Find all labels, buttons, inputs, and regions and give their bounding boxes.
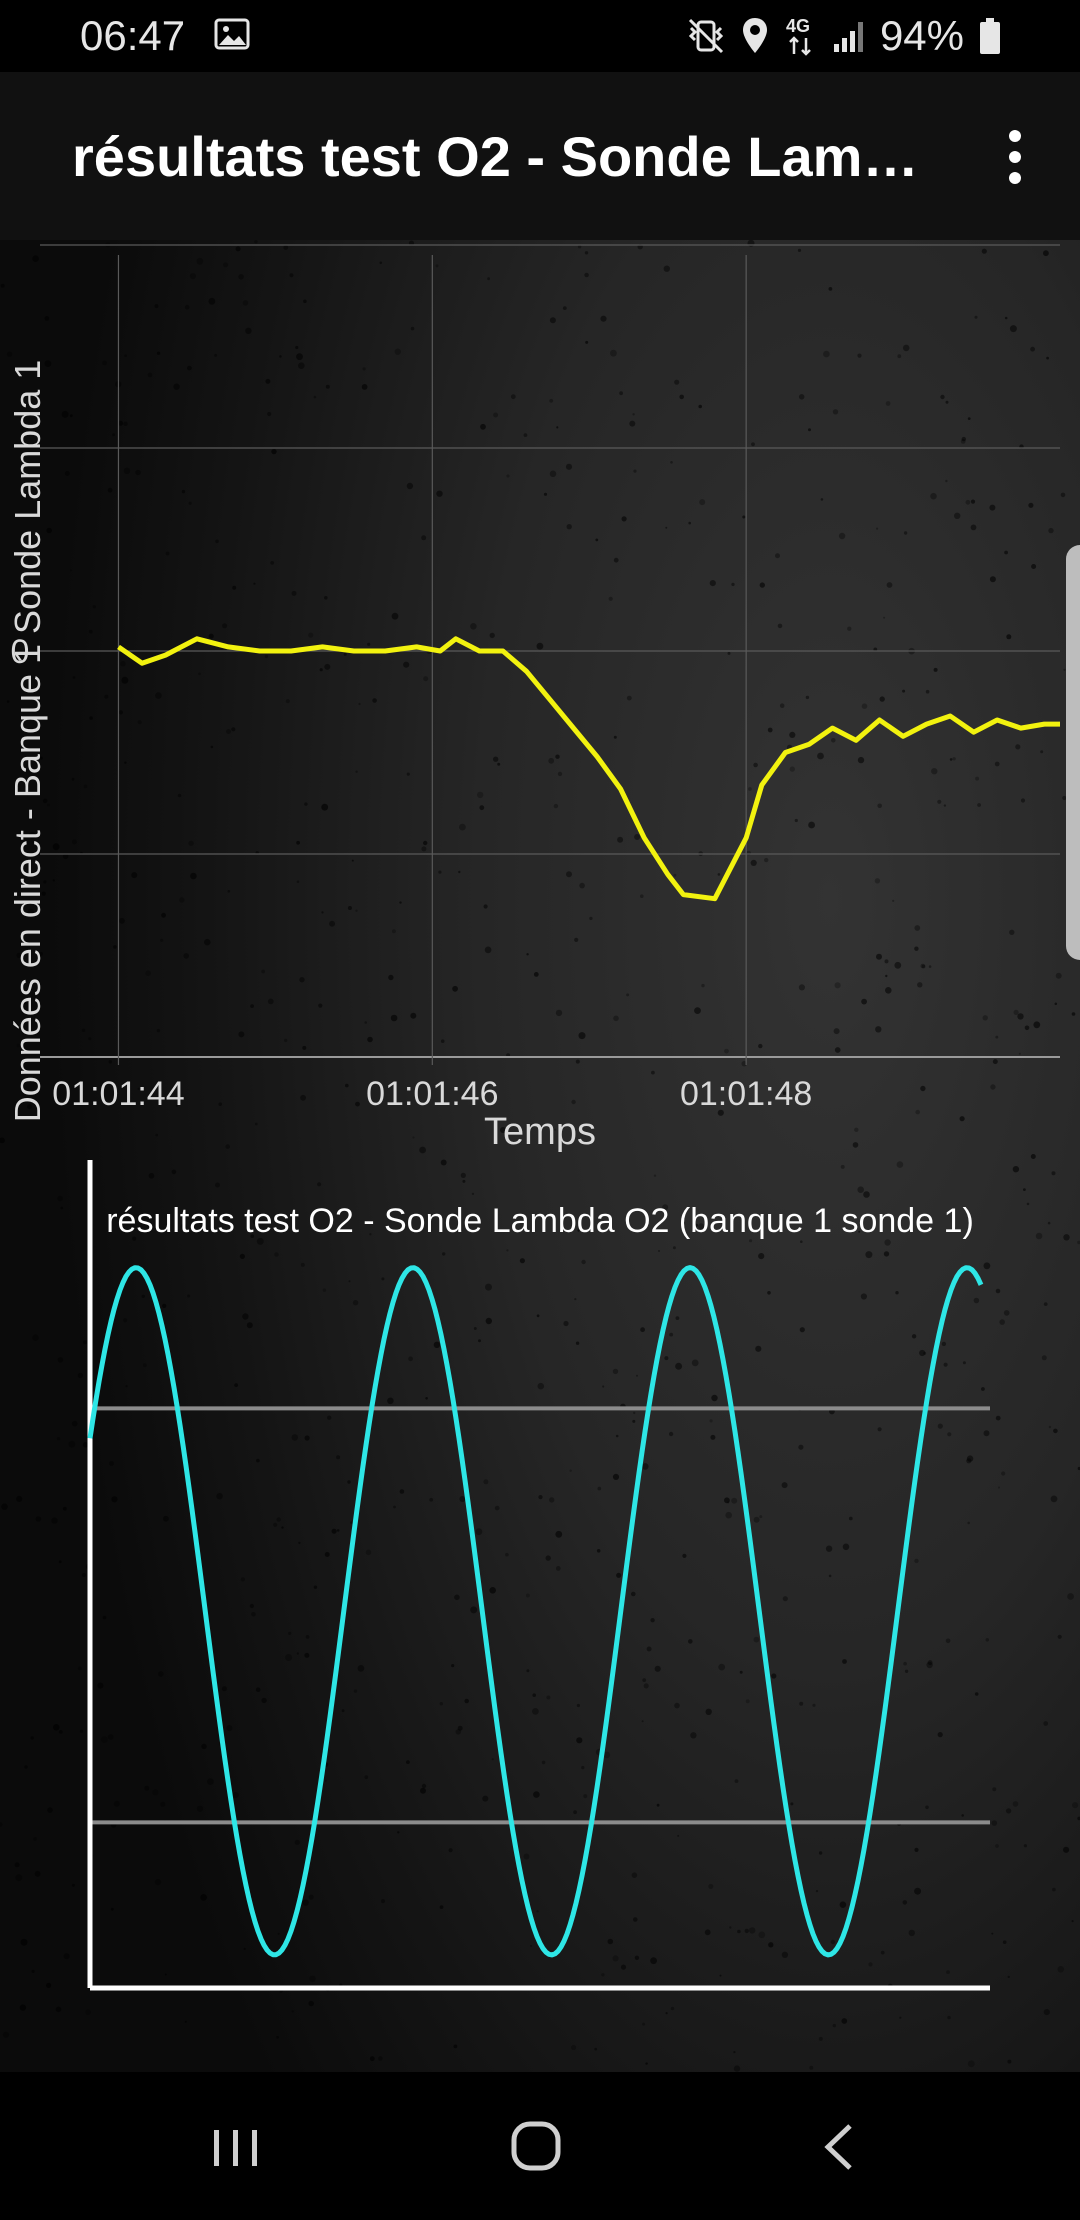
home-icon[interactable] — [496, 2112, 576, 2182]
back-icon[interactable] — [800, 2112, 880, 2182]
chart1-series-line — [117, 636, 1060, 902]
live-data-chart[interactable]: 01:01:44 01:01:46 01:01:48 0 Temps Données en… — [7, 244, 1060, 1153]
location-icon — [742, 18, 767, 53]
chart2-title: résultats test O2 - Sonde Lambda O2 (ban… — [106, 1202, 974, 1240]
more-vert-icon[interactable] — [990, 122, 1040, 192]
charts-canvas: 01:01:44 01:01:46 01:01:48 0 Temps Données en… — [7, 244, 1060, 1991]
recent-apps-icon[interactable] — [196, 2112, 276, 2182]
status-time: 06:47 — [80, 12, 186, 59]
chart1-x-tick-label: 01:01:48 — [680, 1075, 812, 1113]
status-icons: 4G 94% — [686, 10, 1002, 62]
chart1-y-axis-title: Données en direct - Banque 1 Sonde Lambd… — [7, 360, 48, 1123]
mute-vibrate-icon — [688, 18, 724, 54]
side-panel-handle[interactable] — [1066, 545, 1080, 960]
navigation-bar — [0, 2072, 1080, 2220]
network-type-label: 4G — [786, 16, 810, 36]
chart1-y-tick-label: 0 — [11, 633, 30, 671]
chart1-x-axis-title: Temps — [484, 1111, 596, 1153]
chart1-x-tick-label: 01:01:46 — [366, 1075, 498, 1113]
gallery-icon — [214, 18, 250, 50]
status-bar: 06:47 4G 94% — [0, 0, 1080, 72]
battery-icon — [980, 18, 1000, 54]
o2-sensor-test-chart: résultats test O2 - Sonde Lambda O2 (ban… — [87, 1160, 990, 1991]
battery-percent: 94% — [879, 12, 964, 59]
chart2-series-line — [87, 1265, 984, 1958]
app-bar: résultats test O2 - Sonde Lambda O2 (ban… — [0, 72, 1080, 240]
signal-icon — [833, 22, 863, 52]
4g-data-icon: 4G — [786, 16, 811, 56]
chart1-x-tick-label: 01:01:44 — [52, 1075, 184, 1113]
